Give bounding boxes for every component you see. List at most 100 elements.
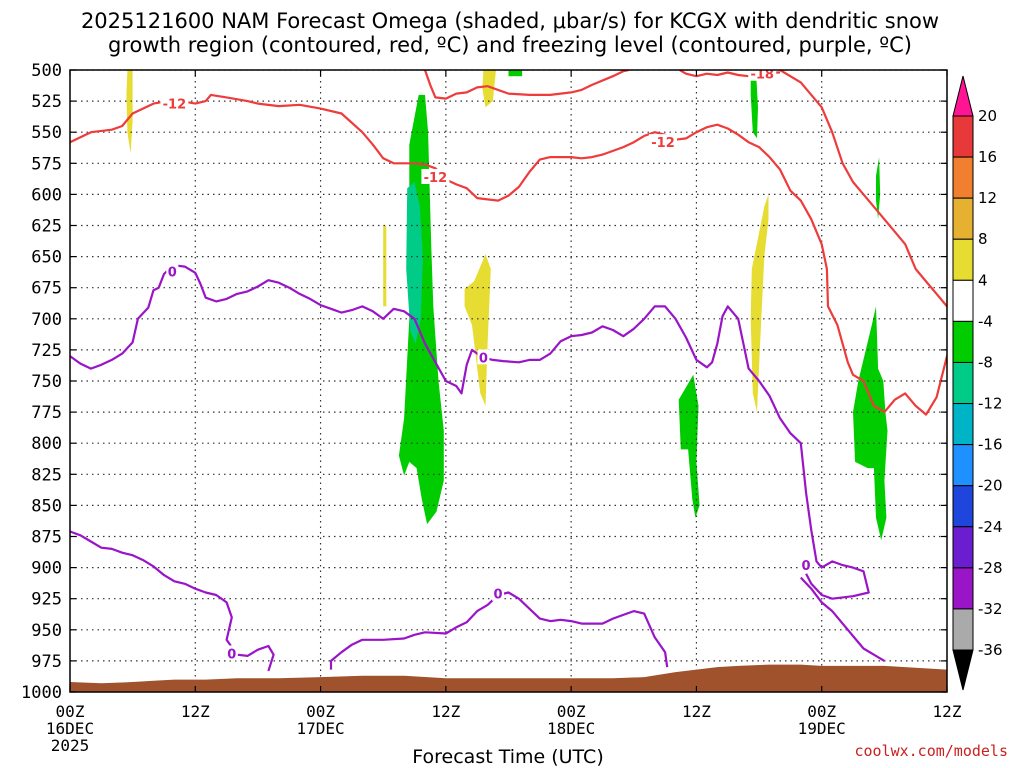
x-tick-label: 00Z [807,702,836,721]
colorbar: 20 16 12 8 4 -4 -8 -12 -16 -20 -24 -28 -32 -36 [952,75,1003,691]
dendritic-contour-0 [70,93,947,416]
colorbar-label: 4 [978,271,988,289]
omega-shade-10 [750,70,758,139]
omega-shade-12 [853,306,888,541]
colorbar-label: -12 [978,395,1003,413]
colorbar-label: -16 [978,436,1003,454]
colorbar-label: -8 [978,353,993,371]
omega-shade-3 [383,225,387,307]
y-tick-label: 675 [31,279,62,299]
freezing-contour-3 [800,576,885,662]
y-tick-label: 700 [31,310,62,330]
y-tick-label: 875 [31,528,62,548]
y-tick-label: 500 [31,61,62,81]
svg-text:-12: -12 [651,136,675,151]
plot-frame [69,69,948,693]
y-tick-label: 600 [31,185,62,205]
colorbar-label: -32 [978,600,1003,618]
contour-label-4: 0 [166,263,179,281]
contour-label-1: -12 [421,168,450,186]
freezing-contour-2 [329,591,669,670]
y-tick-label: 625 [31,217,62,237]
x-tick-label: 18DEC [547,719,595,738]
y-tick-label: 525 [31,92,62,112]
colorbar-segment [952,567,974,610]
colorbar-label: 20 [978,107,997,125]
contour-label-0: -12 [160,95,189,113]
y-tick-label: 725 [31,341,62,361]
contour-label-2: -12 [649,134,678,151]
colorbar-segment [952,156,974,199]
colorbar-bottom-arrow [952,649,974,691]
x-tick-label: 00Z [56,702,85,721]
y-tick-label: 550 [31,123,62,143]
omega-shade-7 [406,182,423,344]
colorbar-label: 8 [978,230,988,248]
dendritic-contour-1 [423,70,629,100]
y-tick-label: 800 [31,434,62,454]
freezing-contour-0 [70,264,870,600]
omega-shade-4 [464,254,491,406]
x-tick-label: 12Z [682,702,711,721]
x-tick-label: 00Z [557,702,586,721]
colorbar-segment [952,320,974,363]
x-tick-label: 12Z [181,702,210,721]
y-tick-label: 975 [31,652,62,672]
x-tick-label: 17DEC [296,719,344,738]
colorbar-label: 12 [978,189,997,207]
colorbar-label: -20 [978,477,1003,495]
contour-label-3: -18 [748,70,777,83]
x-tick-label: 16DEC [46,719,94,738]
colorbar-segment [952,115,974,158]
y-tick-label: 1000 [21,683,62,703]
y-tick-label: 825 [31,465,62,485]
omega-shade-9 [678,374,700,518]
plot-content: -12 -12 -12 -18 0 0 0 0 0 [70,70,947,692]
svg-text:0: 0 [227,647,236,662]
y-tick-label: 650 [31,248,62,268]
svg-text:0: 0 [479,351,488,366]
svg-text:0: 0 [494,588,503,603]
contour-label-8: 0 [800,557,813,574]
chart-title: 2025121600 NAM Forecast Omega (shaded, μ… [81,9,939,57]
svg-text:0: 0 [802,559,811,574]
colorbar-segment [952,238,974,281]
colorbar-segment [952,197,974,240]
omega-shade-11 [876,157,881,220]
colorbar-label: -4 [978,312,993,330]
x-axis-title: Forecast Time (UTC) [412,746,603,768]
omega-shade-1 [126,70,133,154]
omega-shade-8 [508,70,523,77]
y-tick-label: 750 [31,372,62,392]
contour-label-7: 0 [225,645,238,662]
omega-shade-6 [398,94,444,525]
omega-shade-2 [482,70,496,108]
y-tick-label: 850 [31,496,62,516]
contour-label-5: 0 [477,349,490,366]
x-tick-label: 12Z [431,702,460,721]
colorbar-label: -36 [978,641,1003,659]
contour-label-6: 0 [492,585,505,603]
y-tick-label: 950 [31,621,62,641]
colorbar-top-arrow [952,75,974,117]
colorbar-segment [952,444,974,487]
colorbar-label: 16 [978,148,997,166]
y-tick-label: 900 [31,559,62,579]
colorbar-segment [952,485,974,528]
freezing-contour-1 [70,530,275,672]
y-tick-label: 775 [31,403,62,423]
svg-text:-12: -12 [424,171,448,186]
dendritic-contour-3 [779,70,947,308]
colorbar-segment [952,403,974,446]
title-line-1: 2025121600 NAM Forecast Omega (shaded, μ… [81,9,939,33]
credit-text: coolwx.com/models [854,742,1008,760]
title-line-2: growth region (contoured, red, ºC) and f… [108,33,912,57]
colorbar-segment [952,279,974,322]
colorbar-segment [952,526,974,569]
x-tick-label: 2025 [51,736,90,755]
y-tick-label: 925 [31,590,62,610]
x-tick-label: 19DEC [798,719,846,738]
omega-shade-5 [750,194,769,413]
colorbar-segment [952,608,974,651]
